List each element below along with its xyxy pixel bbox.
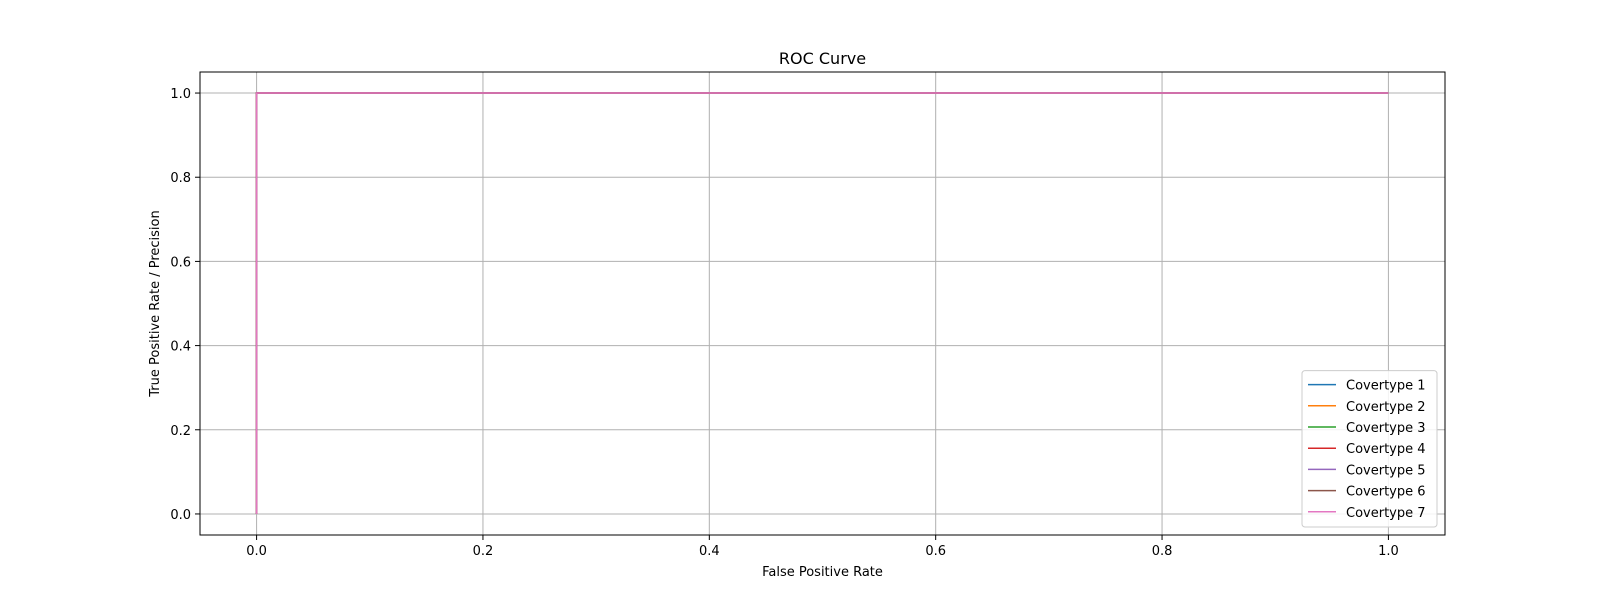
x-tick-label: 0.6 [925,544,946,559]
y-tick-label: 0.4 [170,340,191,355]
legend-label-6: Covertype 6 [1346,485,1426,500]
series-lines [255,92,1389,514]
y-axis-label: True Positive Rate / Precision [148,210,163,397]
y-tick-label: 0.6 [170,255,191,270]
y-tick-label: 0.8 [170,171,191,186]
series-line-2 [255,92,1389,514]
y-tick-label: 1.0 [170,87,191,102]
x-axis-label: False Positive Rate [762,565,883,580]
legend-label-4: Covertype 4 [1346,442,1426,457]
chart-title: ROC Curve [779,49,866,68]
legend-label-1: Covertype 1 [1346,379,1426,394]
x-tick-label: 1.0 [1378,544,1399,559]
legend-label-7: Covertype 7 [1346,506,1426,521]
series-line-1 [255,92,1389,514]
x-tick-label: 0.4 [699,544,720,559]
legend: Covertype 1 Covertype 2 Covertype 3 Coverty… [1301,370,1438,528]
legend-box [1301,370,1438,528]
series-line-6 [255,92,1389,514]
y-tick-label: 0.0 [170,508,191,523]
x-tick-label: 0.0 [246,544,267,559]
grid [200,72,1445,535]
y-tick-label: 0.2 [170,424,191,439]
x-tick-label: 0.2 [473,544,494,559]
series-line-5 [255,92,1389,514]
ticks: 0.0 0.2 0.4 0.6 0.8 1.0 0.0 0.2 0.4 0.6 0.8 1.0 [170,87,1398,559]
plot-frame [199,71,1446,536]
legend-label-2: Covertype 2 [1346,400,1426,415]
series-line-4 [255,92,1389,514]
x-tick-label: 0.8 [1152,544,1173,559]
legend-label-3: Covertype 3 [1346,421,1426,436]
series-line-7 [255,92,1389,514]
series-line-3 [255,92,1389,514]
legend-label-5: Covertype 5 [1346,463,1426,478]
